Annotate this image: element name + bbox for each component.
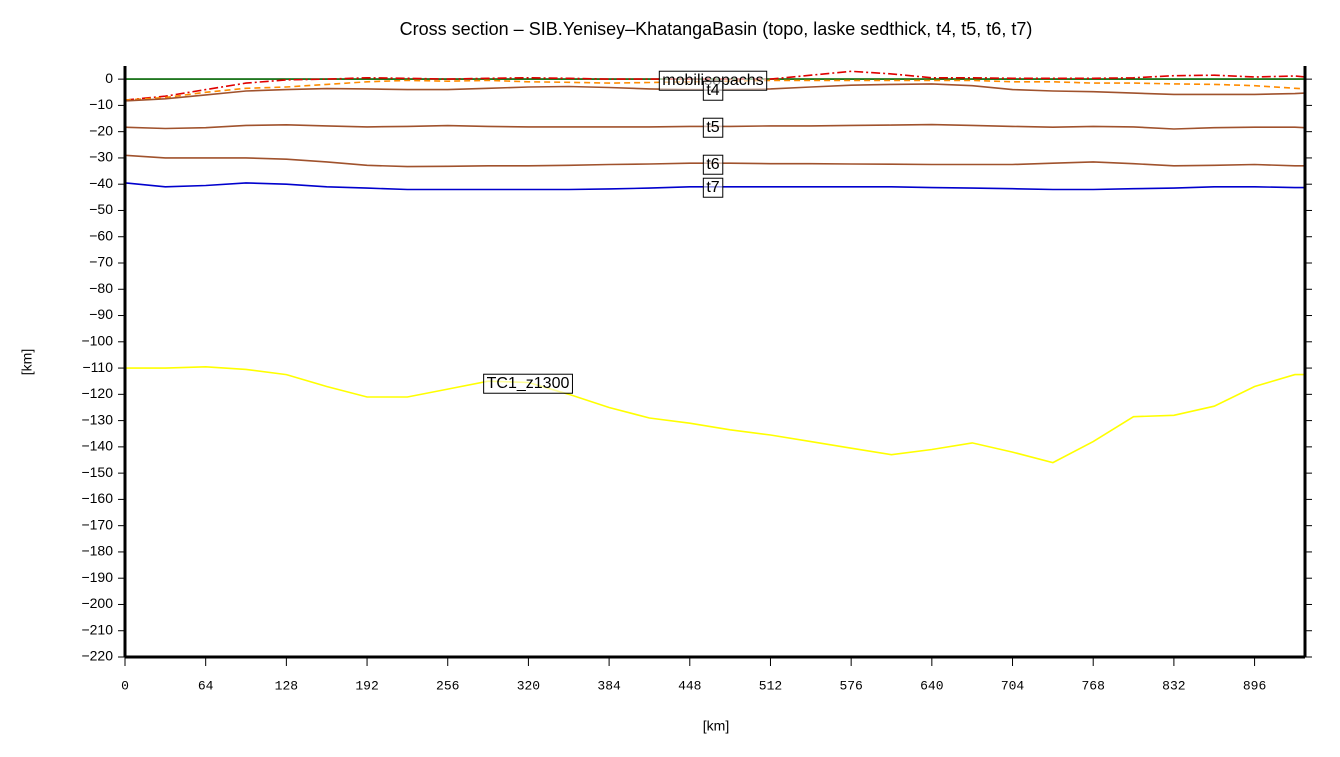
x-tick-label: 384	[597, 678, 621, 693]
y-tick-label: −200	[81, 595, 113, 611]
y-tick-label: −130	[81, 411, 113, 427]
series-label: t4	[702, 80, 724, 101]
x-tick-label: 832	[1162, 678, 1185, 693]
x-axis-label: [km]	[703, 718, 729, 734]
series-line	[125, 182, 1305, 191]
series-label-text: TC1_z1300	[487, 375, 570, 392]
x-tick-label: 704	[1001, 678, 1025, 693]
y-tick-label: −160	[81, 490, 113, 506]
series-label: t6	[702, 154, 724, 175]
y-tick-label: −90	[89, 306, 113, 322]
y-tick-label: −170	[81, 516, 113, 532]
x-tick-label: 640	[920, 678, 943, 693]
y-tick-label: −40	[89, 175, 113, 191]
y-tick-label: −140	[81, 438, 113, 454]
y-tick-label: −10	[89, 96, 113, 112]
y-tick-label: −50	[89, 201, 113, 217]
y-tick-label: −80	[89, 280, 113, 296]
y-tick-label: 0	[105, 70, 113, 86]
y-tick-label: −180	[81, 543, 113, 559]
x-tick-label: 192	[355, 678, 378, 693]
x-tick-label: 768	[1082, 678, 1105, 693]
series-label: t7	[702, 177, 724, 198]
series-line	[125, 365, 1305, 464]
label-box	[702, 117, 724, 138]
y-tick-label: −70	[89, 254, 113, 270]
y-tick-label: −110	[83, 359, 114, 375]
series-line	[125, 123, 1305, 130]
x-tick-label: 896	[1243, 678, 1266, 693]
y-tick-label: −220	[81, 648, 113, 664]
y-axis-label: [km]	[19, 349, 35, 375]
label-box	[702, 177, 724, 198]
chart-title: Cross section – SIB.Yenisey–KhatangaBasi…	[400, 19, 1033, 39]
x-tick-label: 448	[678, 678, 701, 693]
x-tick-label: 320	[517, 678, 540, 693]
label-box	[702, 80, 724, 101]
x-tick-label: 256	[436, 678, 459, 693]
x-tick-label: 576	[839, 678, 862, 693]
series-label-text: t4	[706, 82, 719, 99]
series-label-text: t5	[706, 119, 719, 136]
y-tick-label: −150	[81, 464, 113, 480]
axes: 0 −10 −20 −30 −40 −50 −60 −70 −80 −90 −100 −110 −120…	[81, 66, 1312, 693]
series-label: t5	[702, 117, 724, 138]
series-label: TC1_z1300	[483, 373, 573, 394]
y-tick-label: −120	[81, 385, 113, 401]
y-tick-label: −30	[89, 149, 113, 165]
y-tick-label: −210	[81, 621, 113, 637]
series-line	[125, 154, 1305, 168]
y-tick-label: −190	[81, 569, 113, 585]
x-tick-label: 0	[121, 678, 129, 693]
label-box	[702, 154, 724, 175]
x-tick-label: 128	[275, 678, 298, 693]
series-line	[125, 70, 1305, 101]
y-tick-label: −60	[89, 227, 113, 243]
label-box	[483, 373, 573, 394]
series-label-text: t6	[706, 156, 719, 173]
x-tick-label: 64	[198, 678, 214, 693]
y-tick-label: −100	[81, 333, 113, 349]
series-label-text: t7	[706, 179, 719, 196]
y-tick-label: −20	[89, 122, 113, 138]
x-tick-label: 512	[759, 678, 782, 693]
